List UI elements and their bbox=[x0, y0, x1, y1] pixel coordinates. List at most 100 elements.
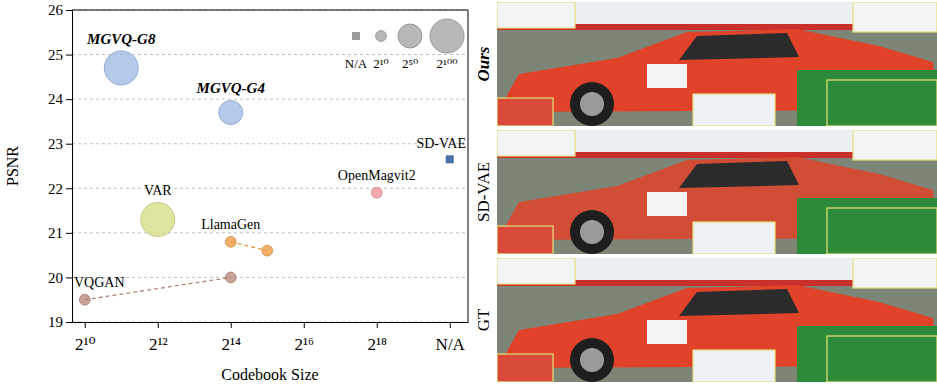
x-axis-line bbox=[73, 322, 469, 323]
y-tick-mark bbox=[66, 322, 72, 323]
zoom-inset bbox=[497, 354, 553, 382]
point bbox=[446, 155, 454, 163]
image-car-number bbox=[647, 192, 687, 216]
image-wheel bbox=[570, 338, 614, 382]
point-labels: MGVQ-G8MGVQ-G4VAROpenMagvit2LlamaGenVQGA… bbox=[74, 31, 466, 290]
image-car-stripe bbox=[797, 326, 937, 382]
legend-label: 2¹⁰ bbox=[373, 56, 389, 71]
grid-line bbox=[72, 143, 468, 144]
y-tick: 24 bbox=[48, 91, 72, 107]
x-tick: 2¹⁰ bbox=[75, 322, 96, 354]
x-tick: 2¹⁴ bbox=[221, 322, 241, 354]
image-car-number bbox=[647, 320, 687, 344]
y-tick: 22 bbox=[48, 181, 72, 197]
x-tick: N/A bbox=[436, 322, 466, 354]
point-label: LlamaGen bbox=[201, 217, 260, 232]
y-tick-mark bbox=[66, 99, 72, 100]
image-car-stripe bbox=[797, 70, 937, 126]
x-tick-label: 2¹⁶ bbox=[294, 335, 314, 354]
bubble bbox=[225, 236, 236, 247]
image-car-window bbox=[679, 161, 799, 188]
x-tick-mark bbox=[377, 322, 378, 328]
x-tick-mark bbox=[85, 322, 86, 328]
size-legend: N/A 2¹⁰ 2⁵⁰ 2¹⁰⁰ bbox=[345, 19, 464, 71]
x-tick-label: 2¹⁸ bbox=[367, 335, 387, 354]
y-tick-mark bbox=[66, 188, 72, 189]
zoom-inset bbox=[853, 2, 937, 32]
zoom-inset bbox=[827, 80, 937, 126]
grid-line bbox=[72, 322, 468, 323]
x-tick-label: N/A bbox=[436, 335, 466, 354]
point-label: VAR bbox=[144, 183, 172, 198]
y-tick-label: 22 bbox=[48, 181, 63, 197]
y-tick: 26 bbox=[48, 2, 72, 18]
y-tick-label: 23 bbox=[48, 136, 63, 152]
bubble bbox=[225, 272, 236, 283]
x-tick-mark bbox=[304, 322, 305, 328]
zoom-inset bbox=[827, 336, 937, 382]
y-tick-label: 24 bbox=[48, 91, 64, 107]
y-tick: 23 bbox=[48, 136, 72, 152]
x-tick: 2¹² bbox=[149, 322, 168, 354]
grid-line bbox=[72, 188, 468, 189]
y-tick: 25 bbox=[48, 47, 72, 63]
zoom-inset bbox=[693, 222, 775, 254]
plot-marks bbox=[79, 51, 453, 305]
bubble bbox=[262, 245, 273, 256]
grid-line bbox=[72, 232, 468, 233]
image-rim bbox=[580, 348, 604, 372]
x-axis: 2¹⁰ 2¹² 2¹⁴ 2¹⁶ 2¹⁸ N/A bbox=[73, 322, 469, 354]
y-tick-mark bbox=[66, 144, 72, 145]
image-background bbox=[497, 258, 937, 382]
image-wheel bbox=[570, 82, 614, 126]
x-axis-title: Codebook Size bbox=[221, 366, 318, 383]
image-background bbox=[497, 130, 937, 254]
y-tick-mark bbox=[66, 277, 72, 278]
panel-label: Ours bbox=[474, 46, 493, 81]
bubble bbox=[79, 294, 90, 305]
x-tick-label: 2¹⁴ bbox=[221, 335, 241, 354]
point-label: MGVQ-G4 bbox=[196, 80, 266, 96]
point-label: OpenMagvit2 bbox=[338, 168, 416, 183]
image-panel bbox=[497, 130, 937, 254]
grid-line bbox=[72, 10, 468, 11]
x-tick-label: 2¹⁰ bbox=[75, 335, 96, 354]
legend-label: 2¹⁰⁰ bbox=[437, 56, 458, 71]
zoom-inset bbox=[497, 98, 553, 126]
image-wheel bbox=[570, 210, 614, 254]
image-panel bbox=[497, 258, 937, 382]
zoom-inset bbox=[497, 2, 575, 28]
image-car-number bbox=[647, 64, 687, 88]
zoom-inset bbox=[827, 208, 937, 254]
bubble bbox=[104, 51, 138, 85]
frame-top bbox=[72, 10, 468, 11]
panel-label: SD-VAE bbox=[474, 162, 493, 222]
grid-line bbox=[72, 277, 468, 278]
legend-marker bbox=[430, 19, 464, 53]
x-tick-label: 2¹² bbox=[149, 335, 168, 354]
grid-line bbox=[72, 99, 468, 100]
legend-label: 2⁵⁰ bbox=[402, 56, 418, 71]
image-panel bbox=[497, 2, 937, 126]
zoom-inset bbox=[497, 130, 575, 156]
zoom-inset bbox=[853, 258, 937, 288]
bubble bbox=[371, 187, 382, 198]
y-axis: 1920212223242526 bbox=[48, 2, 73, 330]
y-tick-label: 26 bbox=[48, 2, 64, 18]
zoom-inset bbox=[853, 130, 937, 160]
image-background bbox=[497, 2, 937, 126]
y-tick-label: 19 bbox=[48, 314, 63, 330]
zoom-inset bbox=[497, 258, 575, 284]
zoom-inset bbox=[693, 94, 775, 126]
y-tick-mark bbox=[66, 55, 72, 56]
image-car-window bbox=[679, 33, 799, 60]
y-axis-line bbox=[72, 11, 73, 323]
y-axis-title: PSNR bbox=[4, 146, 21, 186]
y-tick-mark bbox=[66, 10, 72, 11]
image-car-window bbox=[679, 289, 799, 316]
panel-label: GT bbox=[474, 308, 493, 331]
image-rim bbox=[580, 220, 604, 244]
legend-label: N/A bbox=[345, 56, 368, 71]
legend-marker bbox=[376, 31, 387, 42]
x-tick-mark bbox=[231, 322, 232, 328]
